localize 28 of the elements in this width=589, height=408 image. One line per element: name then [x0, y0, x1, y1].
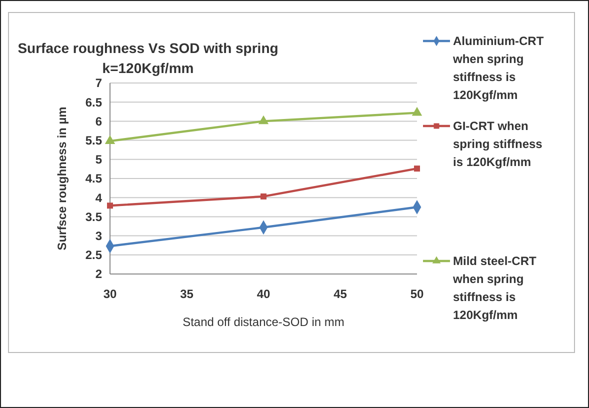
x-tick-label: 35 — [180, 287, 194, 301]
x-axis-title: Stand off distance-SOD in mm — [182, 315, 344, 329]
y-tick-label: 7 — [95, 76, 102, 90]
point — [107, 202, 113, 209]
y-tick-label: 2.5 — [85, 248, 102, 262]
x-tick-label: 45 — [334, 287, 348, 301]
point — [104, 135, 116, 144]
y-tick-label: 2 — [95, 267, 102, 282]
y-tick-label: 3.5 — [85, 210, 102, 224]
y-tick-label: 4.5 — [85, 172, 102, 186]
point — [414, 166, 420, 172]
y-tick-label: 6 — [95, 114, 102, 128]
y-tick-label: 6.5 — [85, 95, 102, 110]
x-tick-label: 30 — [103, 287, 117, 301]
y-tick-label: 5.5 — [85, 134, 102, 148]
x-tick-label: 40 — [256, 287, 270, 301]
legend-label: Aluminium-CRT when spring stiffness is 120Kgf/mm — [452, 34, 544, 102]
point — [258, 115, 269, 124]
x-tick-label: 50 — [410, 287, 424, 301]
y-axis-title: Surfsce roughness in µm — [55, 106, 69, 250]
legend-label: GI-CRT when spring stiffness is 120Kgf/mm — [453, 119, 543, 169]
legend-label: Mild steel-CRT when spring stiffness is 120Kgf/mm — [452, 254, 538, 322]
point — [260, 193, 266, 200]
y-tick-label: 3 — [95, 229, 102, 243]
chart-title: Surface roughness Vs SOD with spring k=120Kgf/mm — [18, 40, 278, 76]
y-tick-label: 5 — [95, 152, 102, 167]
y-tick-label: 4 — [95, 190, 102, 205]
point — [412, 106, 422, 116]
